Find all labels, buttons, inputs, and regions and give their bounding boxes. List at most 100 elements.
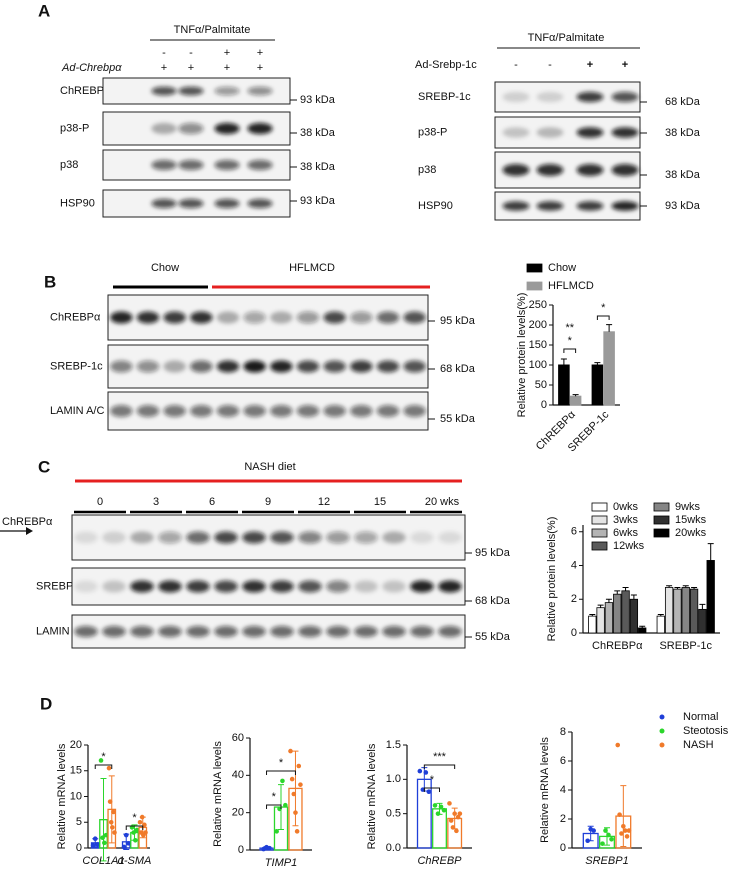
y-tick-label: 60 [232, 732, 244, 744]
band [382, 531, 406, 544]
legend-label: Steotosis [683, 725, 729, 737]
timepoint-label: 3 [153, 496, 159, 508]
data-point [142, 822, 147, 828]
band [536, 91, 564, 103]
blot-label: p38 [418, 164, 436, 176]
band [136, 360, 160, 373]
y-tick-label: 250 [529, 299, 547, 311]
data-point [288, 748, 293, 754]
timepoint-label: 15 [374, 496, 386, 508]
band [214, 625, 238, 638]
x-tick-label: TIMP1 [265, 857, 297, 869]
arrow-head [26, 527, 33, 535]
band [242, 580, 266, 593]
marker-label: 68 kDa [665, 96, 701, 108]
band [151, 198, 177, 209]
band [376, 311, 400, 324]
sign: - [548, 59, 552, 71]
error-bar [605, 598, 612, 603]
marker-label: 38 kDa [665, 169, 701, 181]
band [323, 360, 346, 373]
legend-label: 12wks [613, 540, 645, 552]
data-point [139, 814, 145, 820]
band [403, 311, 426, 324]
band [382, 625, 406, 638]
bar [603, 331, 615, 406]
bar [591, 364, 604, 406]
legend-swatch [653, 502, 670, 512]
data-point [447, 801, 452, 806]
blot-label: ChREBPα [50, 311, 101, 323]
data-point [298, 782, 303, 787]
y-tick-label: 20 [70, 739, 82, 751]
data-point [103, 832, 109, 838]
y-tick-label: 50 [535, 379, 547, 391]
band [354, 625, 378, 638]
data-point [100, 835, 105, 840]
panel-letter: B [44, 272, 56, 291]
error-bar [622, 586, 629, 591]
data-point [609, 837, 614, 842]
y-tick-label: 6 [560, 755, 566, 767]
data-point [603, 828, 608, 833]
y-tick-label: 6 [571, 526, 577, 538]
bar [673, 588, 682, 634]
error-bar [699, 603, 706, 610]
data-point [133, 837, 138, 843]
bar [558, 364, 570, 406]
significance-bracket [423, 787, 440, 792]
data-point [134, 827, 140, 833]
blot [107, 391, 429, 431]
x-tick-label: SREBP1 [585, 855, 628, 867]
x-tick-label: COL1A1 [82, 855, 124, 867]
sign: + [224, 62, 230, 74]
band [403, 405, 426, 417]
bar [569, 395, 582, 406]
data-point [280, 778, 285, 784]
data-point [291, 791, 297, 797]
y-tick-label: 20 [232, 807, 244, 819]
sign: + [257, 62, 263, 74]
data-point [423, 770, 429, 775]
sign: - [189, 47, 193, 59]
band [502, 91, 530, 103]
marker-label: 68 kDa [475, 595, 511, 607]
sign: + [587, 59, 593, 71]
significance: * [601, 302, 606, 314]
legend-swatch [591, 528, 608, 538]
significance: * [279, 757, 284, 769]
y-axis-label: Relative mRNA levels [366, 743, 378, 849]
bar [698, 608, 707, 634]
treatment-label: TNFα/Palmitate [528, 32, 605, 44]
band [74, 580, 98, 593]
band [190, 311, 213, 324]
band [186, 531, 210, 544]
band [102, 580, 126, 593]
y-tick-label: 0 [541, 399, 547, 411]
y-tick-label: 4 [560, 784, 566, 796]
legend-label: 20wks [675, 527, 707, 539]
band [178, 86, 204, 96]
error-bar [691, 586, 698, 590]
significance-bracket [266, 804, 282, 809]
group-label: HFLMCD [289, 262, 335, 274]
blot-label: p38 [60, 159, 78, 171]
band [438, 625, 462, 638]
data-point [95, 842, 100, 847]
band [130, 531, 154, 544]
significance: * [430, 774, 435, 786]
band [376, 405, 400, 417]
data-point [432, 803, 438, 808]
bar [681, 587, 690, 634]
band [178, 198, 204, 209]
data-point [108, 819, 114, 825]
band [110, 360, 133, 373]
sign: - [514, 59, 518, 71]
band [243, 360, 266, 373]
data-point [121, 844, 127, 850]
band [326, 531, 350, 544]
y-tick-label: 4 [571, 559, 577, 571]
band [298, 625, 322, 638]
band [611, 201, 639, 211]
significance-bracket [423, 764, 456, 769]
